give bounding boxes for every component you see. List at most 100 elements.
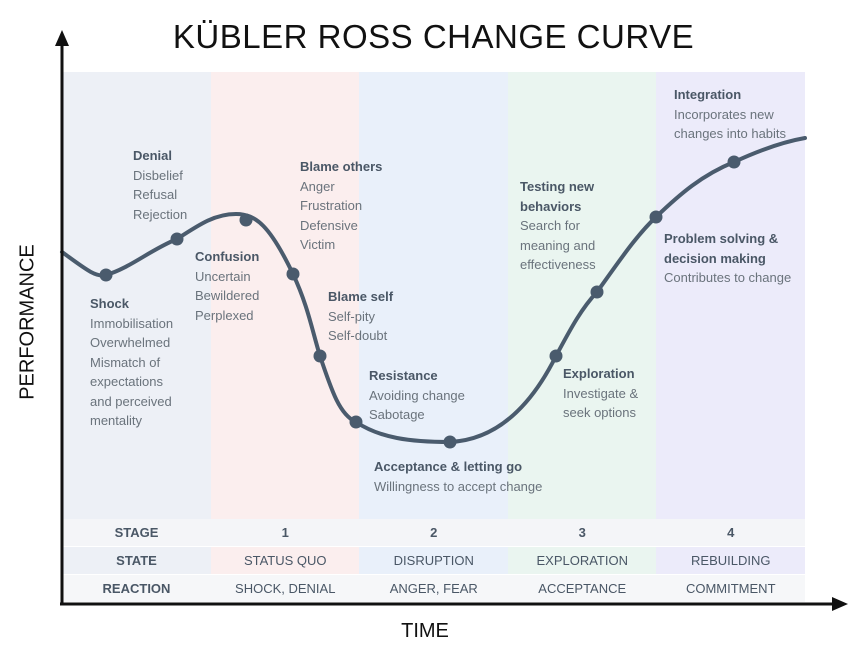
annotation-heading: Blame self	[328, 289, 394, 304]
diagram-title: KÜBLER ROSS CHANGE CURVE	[172, 18, 695, 55]
annotation-line: Refusal	[133, 187, 178, 202]
stage-bands	[62, 72, 805, 519]
annotation-resistance: Resistance Avoiding change Sabotage	[369, 366, 465, 425]
annotation-line: Defensive	[300, 217, 358, 233]
annotation-line: Avoiding change	[369, 387, 465, 403]
curve-markers	[99, 155, 741, 449]
annotation-line: Immobilisation	[90, 315, 174, 331]
table-background	[62, 519, 805, 602]
annotation-line: Incorporates new	[674, 106, 774, 122]
marker-testing	[590, 285, 604, 299]
table-cell: REBUILDING	[691, 553, 771, 568]
table-cell: ANGER, FEAR	[389, 581, 478, 596]
marker-exploration	[549, 349, 563, 363]
table-row-stage: STAGE 1 2 3 4	[62, 519, 805, 546]
axes	[60, 42, 836, 606]
marker-problem-solving	[649, 210, 663, 224]
annotation-line: Investigate &	[563, 385, 639, 401]
x-axis-arrow	[832, 597, 848, 611]
table-cell: 3	[578, 525, 586, 540]
marker-blame-self	[313, 349, 327, 363]
annotation-line: Disbelief	[133, 167, 183, 183]
band-stage-3	[508, 72, 656, 519]
table-cell: 1	[281, 525, 289, 540]
annotation-line: and perceived	[90, 393, 172, 409]
annotation-blame-self: Blame self Self-pity Self-doubt	[328, 287, 393, 346]
band-stage-2	[359, 72, 508, 519]
table-cell: DISRUPTION	[393, 553, 474, 568]
annotation-heading: Exploration	[563, 366, 635, 381]
table-row-state: STATE STATUS QUO DISRUPTION EXPLORATION …	[62, 547, 805, 574]
annotation-heading: Resistance	[369, 368, 438, 383]
table-row-bg-reaction	[62, 575, 805, 602]
annotation-line: Self-doubt	[328, 328, 388, 343]
annotation-testing: Testing new behaviors Search for meaning…	[520, 177, 596, 275]
annotation-line: Self-pity	[328, 308, 375, 324]
table-row-label: STAGE	[114, 525, 159, 540]
annotation-line: Overwhelmed	[90, 335, 171, 350]
annotation-line: expectations	[90, 374, 163, 389]
table-cell: 2	[430, 525, 438, 540]
table-row-label: REACTION	[102, 581, 171, 596]
annotation-line: mentality	[90, 413, 143, 428]
annotation-line: Mismatch of	[90, 354, 161, 370]
table-row-label: STATE	[116, 553, 157, 568]
band-intro	[62, 72, 211, 519]
table-row-bg-state	[508, 547, 656, 574]
annotation-heading: Testing new	[520, 179, 595, 194]
table-cell: ACCEPTANCE	[538, 581, 627, 596]
annotation-heading: Denial	[133, 148, 173, 163]
annotation-shock: Shock Immobilisation Overwhelmed Mismatc…	[90, 294, 173, 431]
table-row-bg-state	[62, 547, 211, 574]
marker-shock	[99, 268, 113, 282]
marker-denial	[170, 232, 184, 246]
annotation-heading: Acceptance & letting go	[374, 459, 523, 474]
band-stage-1	[211, 72, 359, 519]
annotation-heading: Integration	[674, 87, 742, 102]
marker-integration	[727, 155, 741, 169]
marker-acceptance	[443, 435, 457, 449]
table-cell: SHOCK, DENIAL	[235, 581, 336, 596]
table-row-bg-state	[656, 547, 805, 574]
annotation-heading: Blame others	[300, 159, 383, 174]
annotation-line: Perplexed	[195, 307, 254, 323]
annotation-line: changes into habits	[674, 126, 787, 141]
annotation-line: Frustration	[300, 198, 363, 213]
annotation-heading: Confusion	[195, 249, 260, 264]
annotation-denial: Denial Disbelief Refusal Rejection	[133, 146, 187, 224]
annotation-line: meaning and	[520, 237, 596, 253]
annotation-line: Contributes to change	[664, 270, 792, 285]
annotation-problem-solving: Problem solving & decision making Contri…	[664, 229, 791, 288]
annotation-heading: Problem solving &	[664, 231, 779, 246]
table-cell: STATUS QUO	[243, 553, 327, 568]
table-cell: COMMITMENT	[685, 581, 776, 596]
annotation-line: Search for	[520, 218, 580, 233]
annotation-line: effectiveness	[520, 257, 596, 272]
annotation-exploration: Exploration Investigate & seek options	[563, 364, 638, 423]
x-axis-label: TIME	[401, 620, 449, 642]
annotation-line: Uncertain	[195, 268, 251, 284]
table-cell: EXPLORATION	[536, 553, 628, 568]
annotation-line: Sabotage	[369, 407, 425, 422]
table-cell: 4	[727, 525, 735, 540]
annotation-heading: Shock	[90, 296, 130, 311]
table-row-bg-stage	[62, 519, 805, 546]
marker-confusion	[239, 213, 253, 227]
table-row-reaction: REACTION SHOCK, DENIAL ANGER, FEAR ACCEP…	[62, 575, 805, 602]
marker-resistance	[349, 415, 363, 429]
table-row-bg-state	[211, 547, 359, 574]
table-row-bg-state	[359, 547, 508, 574]
annotation-integration: Integration Incorporates new changes int…	[674, 85, 786, 144]
annotation-line: Bewildered	[195, 288, 260, 303]
annotation-acceptance: Acceptance & letting go Willingness to a…	[374, 457, 542, 496]
annotation-line: Anger	[300, 178, 335, 194]
band-stage-4	[656, 72, 805, 519]
annotation-line: Willingness to accept change	[374, 478, 543, 494]
annotation-line: Victim	[300, 237, 336, 252]
annotation-confusion: Confusion Uncertain Bewildered Perplexed	[195, 247, 259, 325]
annotation-heading: behaviors	[520, 198, 582, 214]
y-axis-arrow	[55, 30, 69, 46]
annotation-line: Rejection	[133, 206, 188, 222]
marker-blame-others	[286, 267, 300, 281]
